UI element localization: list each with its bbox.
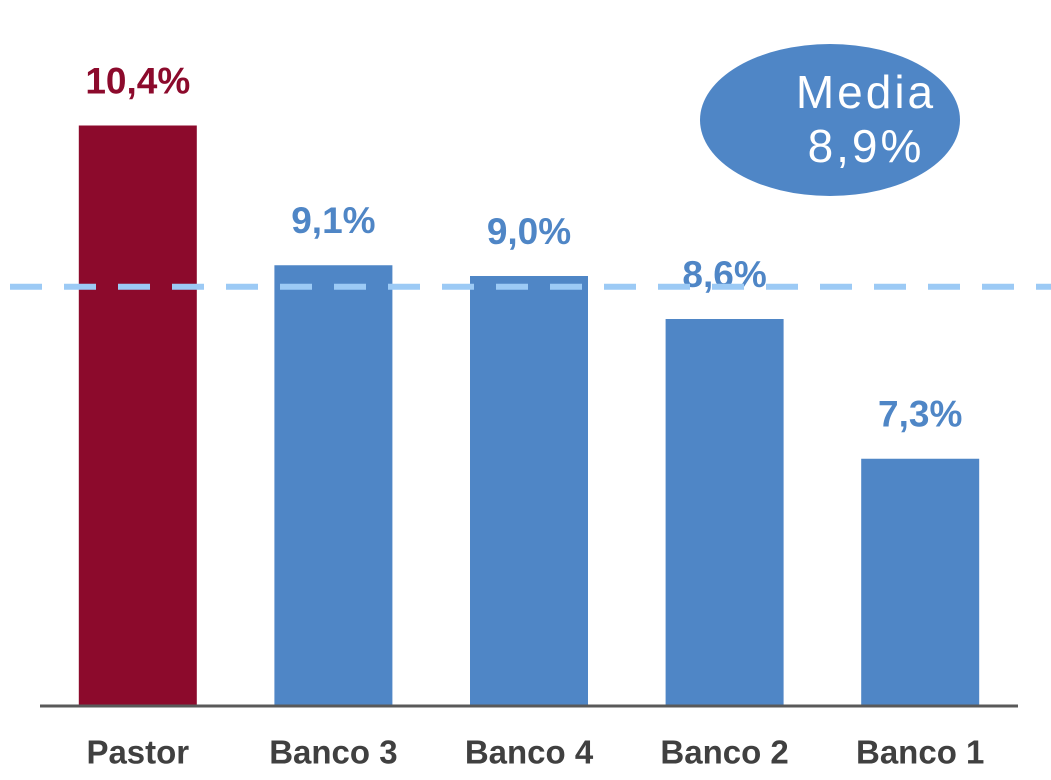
mean-bubble	[700, 44, 960, 196]
value-label: 9,1%	[291, 200, 375, 241]
x-tick-label: Pastor	[86, 734, 189, 771]
mean-name: Media	[796, 66, 936, 118]
mean-label: 8,9%	[808, 120, 925, 172]
x-tick-label: Banco 4	[465, 734, 594, 771]
value-label: 10,4%	[85, 60, 190, 101]
bar	[470, 276, 588, 706]
x-tick-label: Banco 2	[660, 734, 788, 771]
bar	[274, 265, 393, 706]
bar	[861, 458, 980, 706]
value-label: 9,0%	[487, 211, 571, 252]
x-tick-label: Banco 3	[269, 734, 397, 771]
bar	[665, 319, 784, 706]
x-tick-label: Banco 1	[856, 734, 984, 771]
value-label: 7,3%	[878, 394, 962, 435]
bar	[78, 125, 197, 706]
